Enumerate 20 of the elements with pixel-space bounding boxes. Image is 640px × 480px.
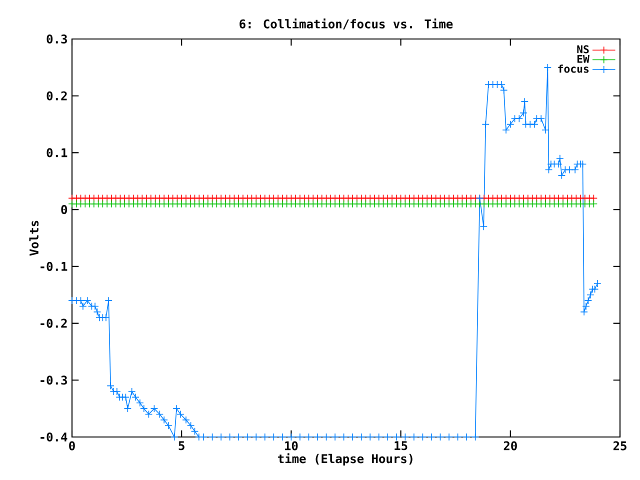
legend-label: EW <box>577 54 590 63</box>
y-tick-label: 0 <box>61 205 68 214</box>
y-tick-label: -0.3 <box>40 376 67 385</box>
x-tick-label: 0 <box>69 441 75 450</box>
x-tick-label: 20 <box>504 441 517 450</box>
legend-label: focus <box>558 64 589 73</box>
x-tick-label: 25 <box>613 441 626 450</box>
x-tick-label: 15 <box>394 441 408 450</box>
y-tick-label: -0.4 <box>40 432 68 442</box>
y-axis-title: Volts <box>29 220 39 256</box>
y-tick-label: -0.1 <box>40 262 68 271</box>
x-tick-label: 10 <box>285 441 298 450</box>
x-tick-label: 5 <box>178 441 184 450</box>
y-tick-label: 0.2 <box>46 91 67 100</box>
y-tick-label: 0.3 <box>46 34 67 44</box>
x-axis-title: time (Elapse Hours) <box>278 453 412 466</box>
y-tick-label: 0.1 <box>46 148 68 158</box>
y-tick-label: -0.2 <box>40 318 67 328</box>
legend-label: NS <box>577 45 589 54</box>
chart-title: 6: Collimation/focus vs. Time <box>240 18 453 30</box>
